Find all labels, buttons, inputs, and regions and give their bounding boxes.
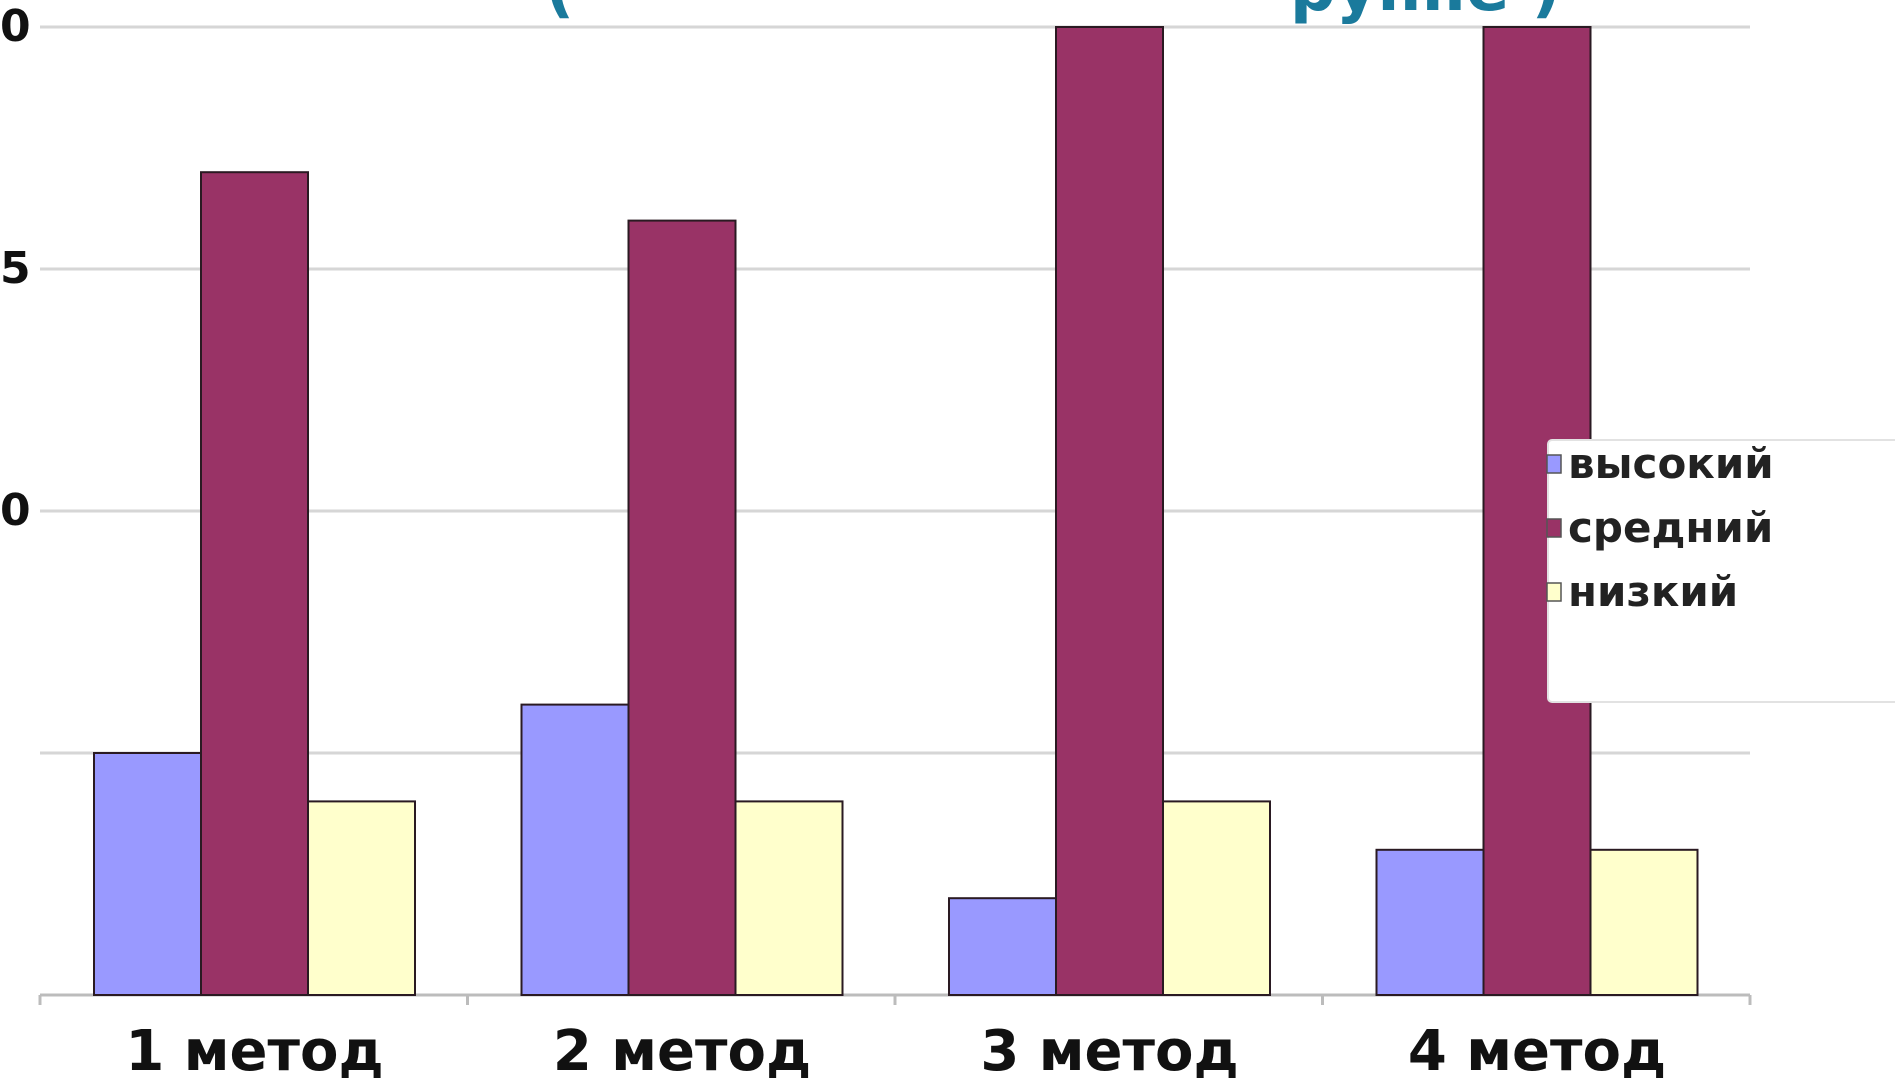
bar-низкий-3 — [1162, 800, 1271, 997]
bar-высокий-4 — [1375, 848, 1485, 996]
y-tick-label: 0 — [0, 485, 31, 536]
x-tick-labels: 1 метод 2 метод 3 метод 4 метод — [125, 1019, 1666, 1084]
bar-низкий-2 — [734, 800, 844, 997]
legend-label-низкий: низкий — [1568, 567, 1738, 616]
bar-средний-1 — [200, 171, 309, 996]
gridlines — [40, 25, 1750, 755]
x-tick-label: 4 метод — [1408, 1019, 1666, 1084]
chart-title: ( руппе ) — [545, 0, 1561, 26]
y-tick-label: 5 — [0, 243, 31, 294]
legend-swatch-средний — [1546, 518, 1562, 538]
legend: высокий средний низкий — [1546, 439, 1895, 703]
bar-низкий-1 — [307, 800, 416, 997]
bar-высокий-3 — [948, 897, 1057, 997]
axes — [38, 993, 1752, 1005]
bar-высокий-2 — [520, 703, 630, 996]
x-tick-label: 2 метод — [553, 1019, 811, 1084]
bars — [93, 26, 1699, 997]
chart-title-right: руппе ) — [1290, 0, 1561, 26]
x-tick-label: 3 метод — [980, 1019, 1238, 1084]
bar-средний-2 — [627, 219, 737, 997]
legend-box — [1547, 439, 1895, 703]
chart-title-left: ( — [545, 0, 574, 26]
legend-swatch-низкий — [1546, 582, 1562, 602]
bar-высокий-1 — [93, 752, 202, 996]
legend-label-высокий: высокий — [1568, 439, 1774, 488]
y-tick-label: 0 — [0, 1, 31, 52]
legend-label-средний: средний — [1568, 503, 1773, 552]
bar-низкий-4 — [1589, 848, 1699, 996]
x-tick-label: 1 метод — [125, 1019, 383, 1084]
legend-swatch-высокий — [1546, 454, 1562, 474]
bar-средний-3 — [1055, 26, 1164, 996]
y-tick-labels: 0 5 0 — [0, 1, 31, 536]
